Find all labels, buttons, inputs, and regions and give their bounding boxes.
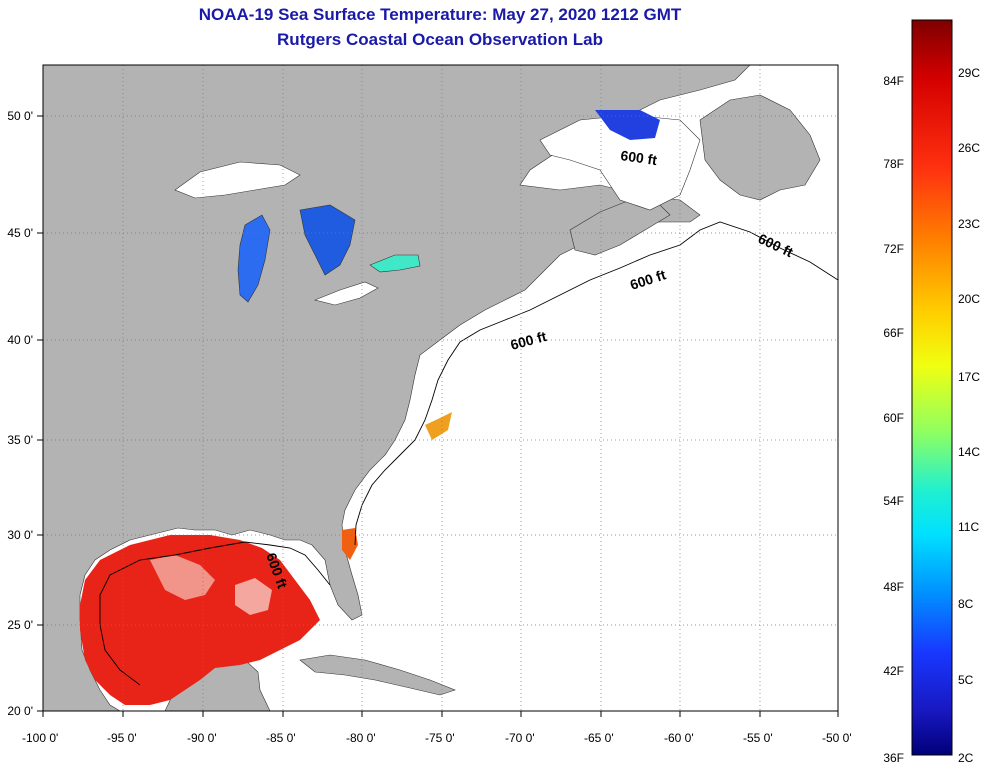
y-axis-labels: 50 0' 45 0' 40 0' 35 0' 30 0' 25 0' 20 0… (7, 109, 33, 718)
x-tick-label: -80 0' (346, 731, 376, 745)
x-tick-label: -75 0' (425, 731, 455, 745)
y-tick-label: 50 0' (7, 109, 33, 123)
x-tick-label: -90 0' (187, 731, 217, 745)
colorbar-c-label: 8C (958, 597, 974, 611)
gulf-sst-patch-light (150, 555, 215, 600)
lake-ontario (369, 254, 421, 273)
colorbar-f-label: 84F (883, 74, 904, 88)
contour-label-1: 600 ft (620, 147, 659, 168)
x-tick-label: -50 0' (822, 731, 852, 745)
colorbar-c-label: 5C (958, 673, 974, 687)
x-tick-label: -55 0' (743, 731, 773, 745)
colorbar-f-label: 54F (883, 494, 904, 508)
land-nova-scotia (569, 199, 671, 256)
carolina-sst-warm (425, 412, 452, 440)
lake-erie (314, 281, 379, 306)
gulf-sst-patch-light-2 (235, 578, 272, 615)
x-axis-labels: -100 0' -95 0' -90 0' -85 0' -80 0' -75 … (22, 731, 852, 745)
colorbar-f-label: 78F (883, 157, 904, 171)
contour-600ft-gulf (99, 541, 331, 686)
lake-superior (174, 161, 301, 199)
tick-marks (37, 115, 839, 717)
graticule (43, 65, 838, 711)
x-tick-label: -70 0' (505, 731, 535, 745)
y-tick-label: 25 0' (7, 618, 33, 632)
florida-sst-warm (342, 528, 358, 560)
colorbar-c-label: 11C (958, 520, 979, 534)
colorbar-c-label: 20C (958, 292, 980, 306)
lake-michigan (237, 214, 271, 303)
colorbar-c-label: 17C (958, 370, 980, 384)
y-tick-label: 40 0' (7, 333, 33, 347)
land-north-america (43, 65, 751, 711)
y-tick-label: 35 0' (7, 433, 33, 447)
x-tick-label: -85 0' (266, 731, 296, 745)
colorbar-c-label: 14C (958, 445, 980, 459)
contour-600ft (354, 221, 838, 546)
colorbar-f-label: 60F (883, 411, 904, 425)
colorbar (911, 19, 953, 756)
colorbar-f-labels: 84F 78F 72F 66F 60F 54F 48F 42F 36F (883, 74, 904, 765)
colorbar-f-label: 48F (883, 580, 904, 594)
plot-frame (42, 64, 839, 712)
colorbar-c-label: 26C (958, 141, 980, 155)
colorbar-f-label: 66F (883, 326, 904, 340)
y-tick-label: 20 0' (7, 704, 33, 718)
colorbar-f-label: 72F (883, 242, 904, 256)
land-newfoundland (699, 94, 821, 201)
gulf-sst-warm (80, 535, 320, 705)
x-tick-label: -60 0' (664, 731, 694, 745)
colorbar-f-label: 42F (883, 664, 904, 678)
colorbar-c-label: 29C (958, 66, 980, 80)
colorbar-c-labels: 29C 26C 23C 20C 17C 14C 11C 8C 5C 2C (958, 66, 980, 765)
land-cuba (299, 654, 456, 696)
x-tick-label: -100 0' (22, 731, 58, 745)
map-title: NOAA-19 Sea Surface Temperature: May 27,… (198, 5, 682, 24)
colorbar-c-label: 2C (958, 751, 974, 765)
colorbar-c-label: 23C (958, 217, 980, 231)
x-tick-label: -95 0' (107, 731, 137, 745)
lake-huron (299, 204, 356, 276)
map-subtitle: Rutgers Coastal Ocean Observation Lab (277, 30, 603, 49)
y-tick-label: 30 0' (7, 528, 33, 542)
x-tick-label: -65 0' (584, 731, 614, 745)
y-tick-label: 45 0' (7, 226, 33, 240)
st-lawrence-sst-cold (595, 110, 660, 140)
colorbar-f-label: 36F (883, 751, 904, 765)
